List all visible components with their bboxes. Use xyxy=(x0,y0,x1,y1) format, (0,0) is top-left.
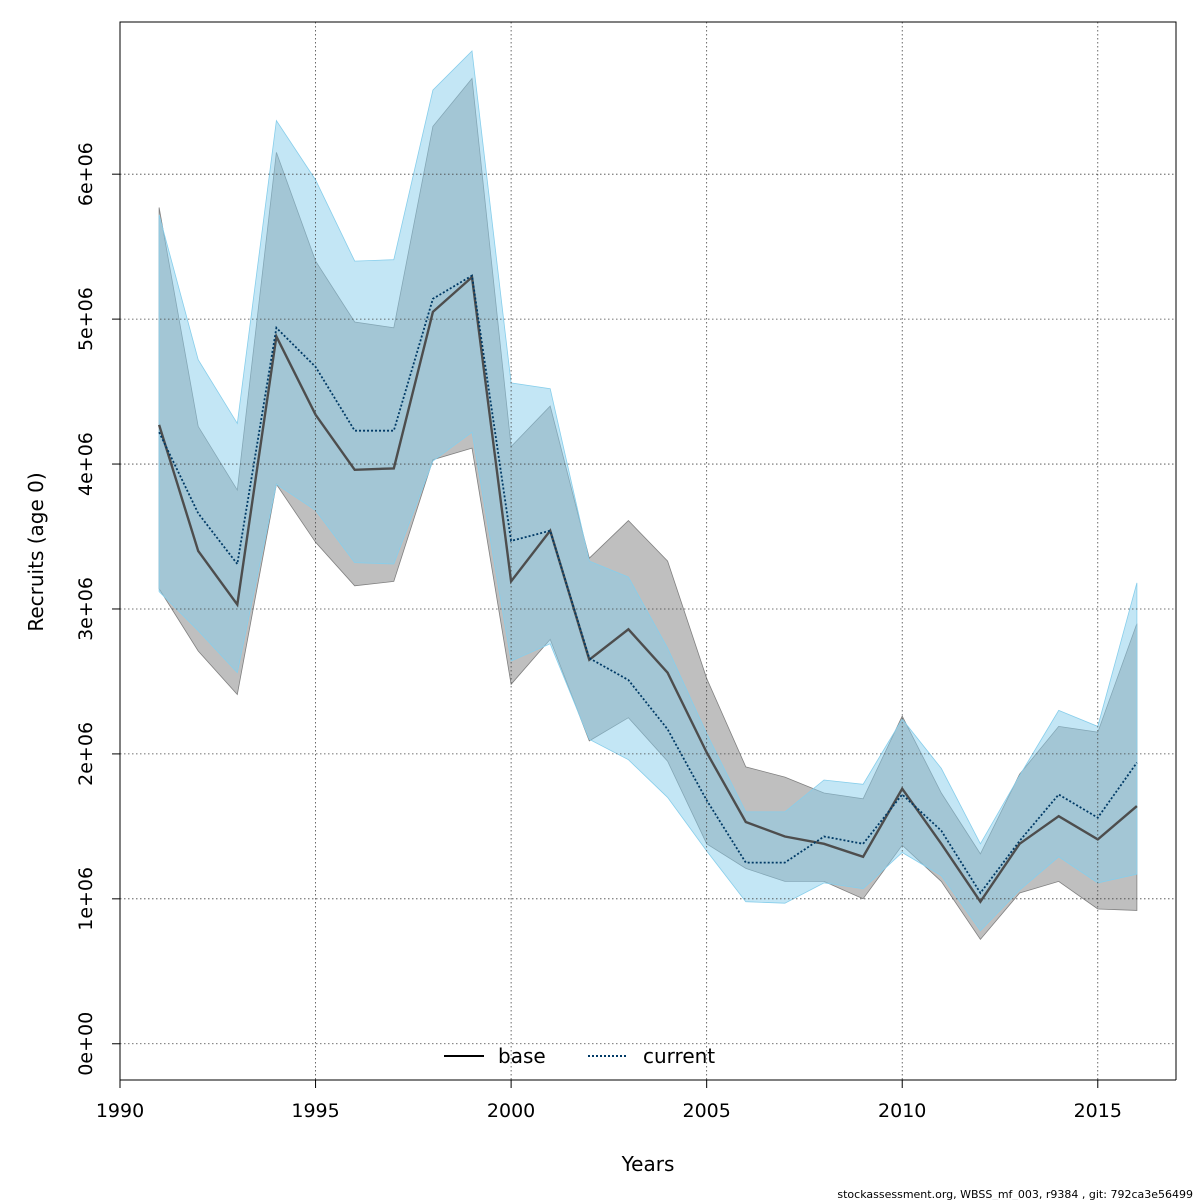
legend-label-current: current xyxy=(643,1044,715,1068)
series-line-current xyxy=(158,274,1138,895)
x-tick-label: 2010 xyxy=(878,1100,926,1122)
axes: 1990 1995 2000 2005 2010 2015 0e+00 1e+06 2e+06 3… xyxy=(75,21,1177,1122)
y-tick-label: 1e+06 xyxy=(75,867,97,931)
y-axis-title: Recruits (age 0) xyxy=(24,472,48,631)
x-axis-title: Years xyxy=(621,1152,675,1176)
grid-lines xyxy=(119,22,1176,1080)
y-tick-label: 3e+06 xyxy=(75,577,97,641)
confidence-bands xyxy=(158,50,1138,941)
y-tick-label: 2e+06 xyxy=(75,722,97,786)
y-tick-label: 6e+06 xyxy=(75,142,97,206)
band-current xyxy=(158,50,1138,932)
series-lines xyxy=(157,274,1138,904)
footer-credit: stockassessment.org, WBSS_mf_003, r9384 … xyxy=(837,1188,1193,1200)
y-tick-label: 4e+06 xyxy=(75,432,97,496)
x-tick-label: 2000 xyxy=(487,1100,535,1122)
legend: base current xyxy=(444,1044,715,1068)
x-tick-label: 2005 xyxy=(682,1100,730,1122)
x-tick-label: 1995 xyxy=(291,1100,339,1122)
x-tick-label: 2015 xyxy=(1074,1100,1122,1122)
legend-label-base: base xyxy=(498,1044,546,1068)
y-tick-label: 0e+00 xyxy=(75,1012,97,1076)
series-line-base xyxy=(157,274,1138,904)
x-tick-label: 1990 xyxy=(96,1100,144,1122)
y-tick-label: 5e+06 xyxy=(75,287,97,351)
